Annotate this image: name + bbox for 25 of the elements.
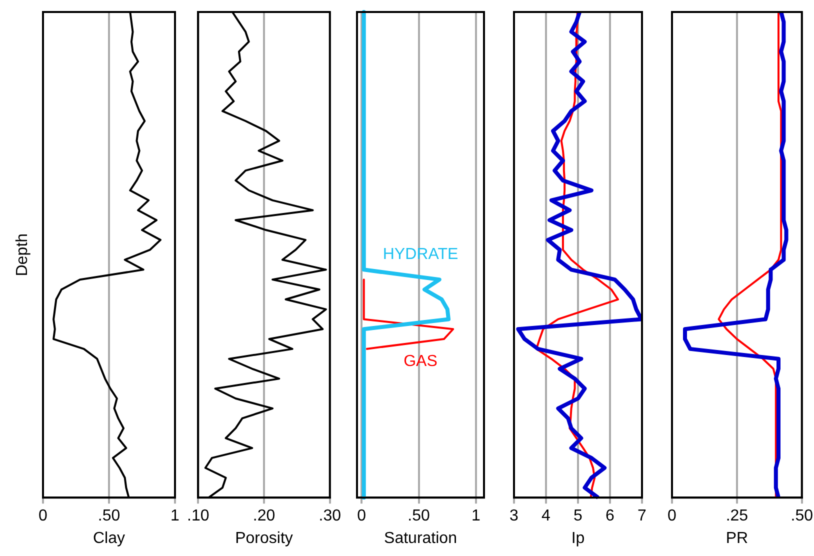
x-tick-label: .30 — [318, 508, 342, 525]
series-label: HYDRATE — [382, 246, 458, 264]
x-tick-label: .20 — [252, 508, 276, 525]
x-tick-label: .10 — [186, 508, 210, 525]
x-tick-label: 7 — [638, 508, 647, 525]
x-tick-label: 0 — [38, 508, 48, 525]
series-label: GAS — [404, 353, 438, 370]
x-axis-title: Ip — [571, 530, 585, 547]
x-tick-label: 6 — [606, 508, 615, 525]
x-tick-label: 3 — [510, 508, 519, 525]
x-tick-label: .50 — [790, 508, 814, 525]
x-tick-label: .50 — [98, 508, 120, 525]
x-tick-label: 0 — [668, 508, 677, 525]
x-tick-label: 5 — [574, 508, 583, 525]
x-axis-title: PR — [726, 530, 748, 547]
x-tick-label: .50 — [408, 508, 430, 525]
x-tick-label: 4 — [542, 508, 551, 525]
x-tick-label: 1 — [472, 508, 481, 525]
x-tick-label: 0 — [357, 508, 366, 525]
x-axis-title: Porosity — [235, 530, 293, 547]
x-axis-title: Clay — [92, 530, 126, 547]
y-axis-title: Depth — [14, 233, 32, 276]
x-axis-title: Saturation — [384, 530, 457, 547]
x-tick-label: .25 — [726, 508, 748, 525]
x-tick-label: 1 — [170, 508, 180, 525]
